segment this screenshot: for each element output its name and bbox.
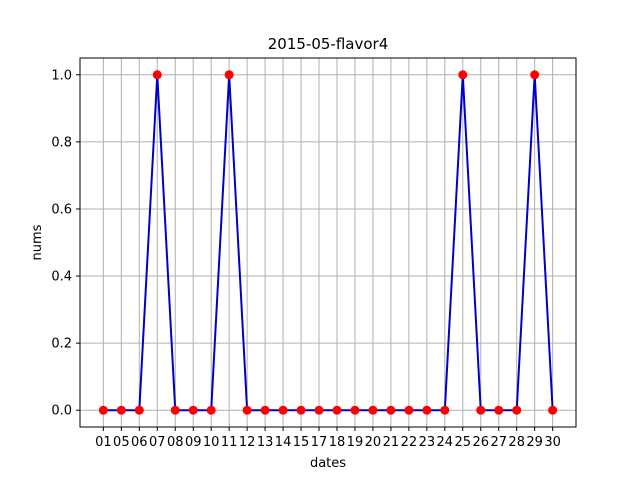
data-point xyxy=(170,405,180,415)
data-point xyxy=(494,405,504,415)
x-tick-label: 20 xyxy=(365,435,382,450)
x-tick-label: 08 xyxy=(167,435,184,450)
x-tick-label: 29 xyxy=(526,435,543,450)
data-point xyxy=(224,70,234,80)
chart-title: 2015-05-flavor4 xyxy=(268,35,389,53)
x-tick-label: 13 xyxy=(257,435,274,450)
x-tick-label: 19 xyxy=(347,435,364,450)
data-point xyxy=(350,405,360,415)
data-point xyxy=(530,70,540,80)
data-point xyxy=(278,405,288,415)
data-point xyxy=(188,405,198,415)
data-point xyxy=(152,70,162,80)
x-tick-label: 14 xyxy=(275,435,292,450)
y-tick-label: 1.0 xyxy=(51,68,72,83)
data-point xyxy=(548,405,558,415)
y-axis-label: nums xyxy=(30,224,45,260)
plot-area-frame xyxy=(79,57,577,428)
x-tick-label: 25 xyxy=(455,435,472,450)
data-point xyxy=(422,405,432,415)
data-point xyxy=(206,405,216,415)
x-tick-label: 10 xyxy=(203,435,220,450)
x-tick-label: 05 xyxy=(113,435,130,450)
x-tick-label: 30 xyxy=(544,435,561,450)
data-point xyxy=(404,405,414,415)
x-tick-label: 21 xyxy=(383,435,400,450)
y-tick-label: 0.8 xyxy=(51,135,72,150)
x-tick-label: 26 xyxy=(472,435,489,450)
data-point xyxy=(314,405,324,415)
data-point xyxy=(134,405,144,415)
y-tick-label: 0.0 xyxy=(51,404,72,419)
data-point xyxy=(332,405,342,415)
axis-ticks: 01 05 06 07 08 09 10 11 12 13 14 15 17 18 19 20 21 22 23 24… xyxy=(51,68,561,450)
x-tick-label: 18 xyxy=(329,435,346,450)
x-tick-label: 27 xyxy=(490,435,507,450)
grid-lines xyxy=(80,58,576,427)
x-tick-label: 24 xyxy=(437,435,454,450)
x-tick-label: 23 xyxy=(419,435,436,450)
data-point xyxy=(440,405,450,415)
x-tick-label: 12 xyxy=(239,435,256,450)
data-point xyxy=(242,405,252,415)
x-tick-label: 17 xyxy=(311,435,328,450)
x-tick-label: 15 xyxy=(293,435,310,450)
data-point xyxy=(98,405,108,415)
x-tick-label: 11 xyxy=(221,435,238,450)
x-tick-label: 07 xyxy=(149,435,166,450)
x-tick-label: 01 xyxy=(95,435,112,450)
series-layer xyxy=(98,70,558,415)
y-tick-label: 0.2 xyxy=(51,337,72,352)
y-tick-label: 0.6 xyxy=(51,202,72,217)
y-tick-label: 0.4 xyxy=(51,270,72,285)
data-point xyxy=(260,405,270,415)
data-point xyxy=(512,405,522,415)
data-point xyxy=(116,405,126,415)
x-tick-label: 22 xyxy=(401,435,418,450)
data-point xyxy=(386,405,396,415)
x-tick-label: 28 xyxy=(508,435,525,450)
x-axis-label: dates xyxy=(310,456,346,471)
data-point xyxy=(368,405,378,415)
x-tick-label: 09 xyxy=(185,435,202,450)
data-point xyxy=(296,405,306,415)
data-point xyxy=(458,70,468,80)
data-point xyxy=(476,405,486,415)
x-tick-label: 06 xyxy=(131,435,148,450)
